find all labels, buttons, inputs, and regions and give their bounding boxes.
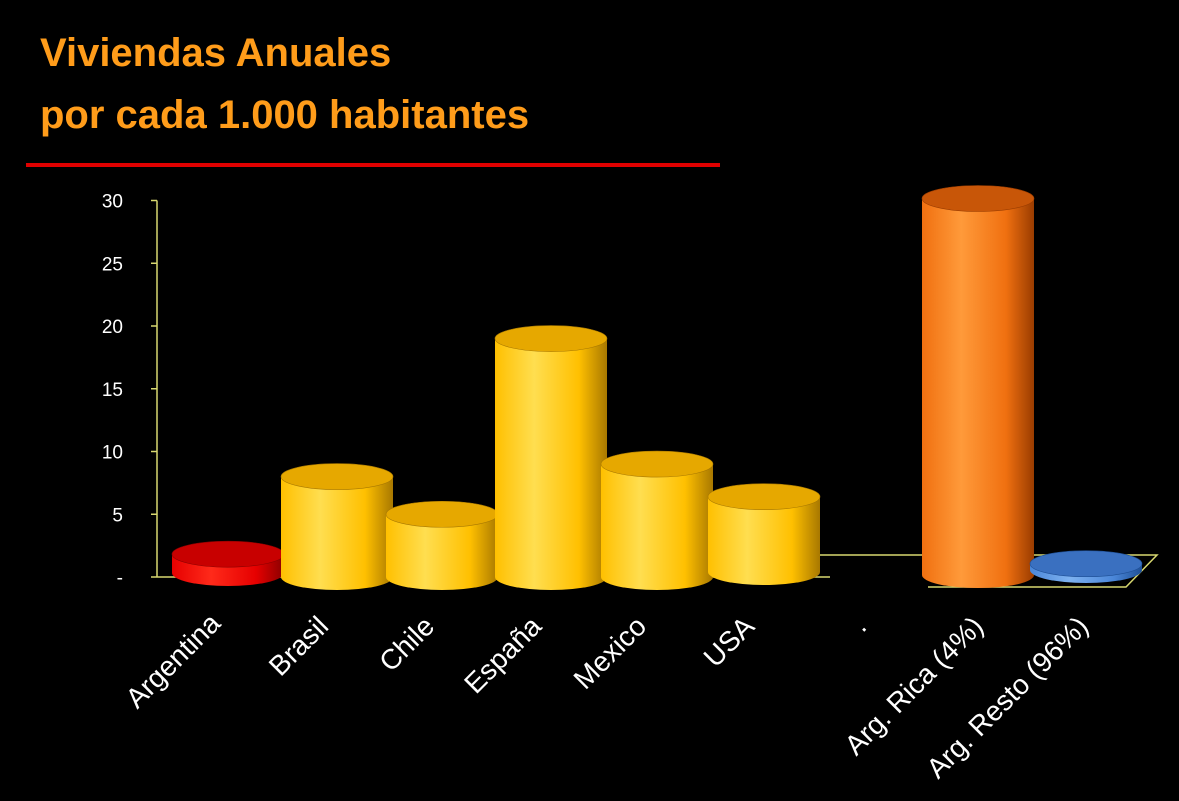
bar-brasil: [280, 463, 394, 590]
bar-chile: [385, 500, 499, 590]
bar-arg-rica-4: [921, 185, 1035, 588]
bar-top-cap: [171, 540, 285, 568]
bar-body: [601, 464, 713, 590]
bar-body: [281, 476, 393, 590]
bar-top-cap: [707, 483, 821, 511]
bar-arg-resto-96: [1029, 550, 1143, 583]
bar-usa: [707, 483, 821, 585]
y-tick-label: 20: [102, 317, 123, 338]
y-tick-label: 15: [102, 380, 123, 401]
x-tick-label-espa-a: España: [458, 610, 547, 699]
bar-espa-a: [494, 325, 608, 590]
title-line-2: por cada 1.000 habitantes: [40, 93, 530, 137]
x-tick-label-mexico: Mexico: [568, 610, 653, 695]
bar-top-cap: [280, 463, 394, 490]
x-tick-label-argentina: Argentina: [120, 607, 227, 714]
bar-body: [922, 198, 1034, 588]
bar-argentina: [171, 540, 285, 586]
bar-top-cap: [600, 450, 714, 478]
bar-top-cap: [494, 325, 608, 352]
y-tick-label: 25: [102, 254, 123, 275]
bar-top-cap: [1029, 550, 1143, 578]
title-line-1: Viviendas Anuales: [40, 31, 392, 75]
x-tick-label-brasil: Brasil: [263, 610, 334, 681]
x-tick-label-usa: USA: [698, 610, 761, 673]
x-tick-label-dot: .: [845, 610, 872, 637]
bar-body: [708, 496, 820, 585]
chart-title: Viviendas Anuales por cada 1.000 habitan…: [40, 22, 529, 146]
bar-body: [495, 338, 607, 590]
x-tick-label-chile: Chile: [373, 610, 440, 677]
bar-body: [386, 514, 498, 590]
title-underline: [26, 163, 720, 167]
y-tick-label: -: [117, 568, 123, 589]
bar-top-cap: [921, 185, 1035, 212]
bar-top-cap: [385, 500, 499, 528]
y-tick-label: 30: [102, 192, 123, 213]
y-tick-label: 10: [102, 443, 123, 464]
bar-mexico: [600, 450, 714, 590]
y-tick-label: 5: [112, 505, 123, 526]
